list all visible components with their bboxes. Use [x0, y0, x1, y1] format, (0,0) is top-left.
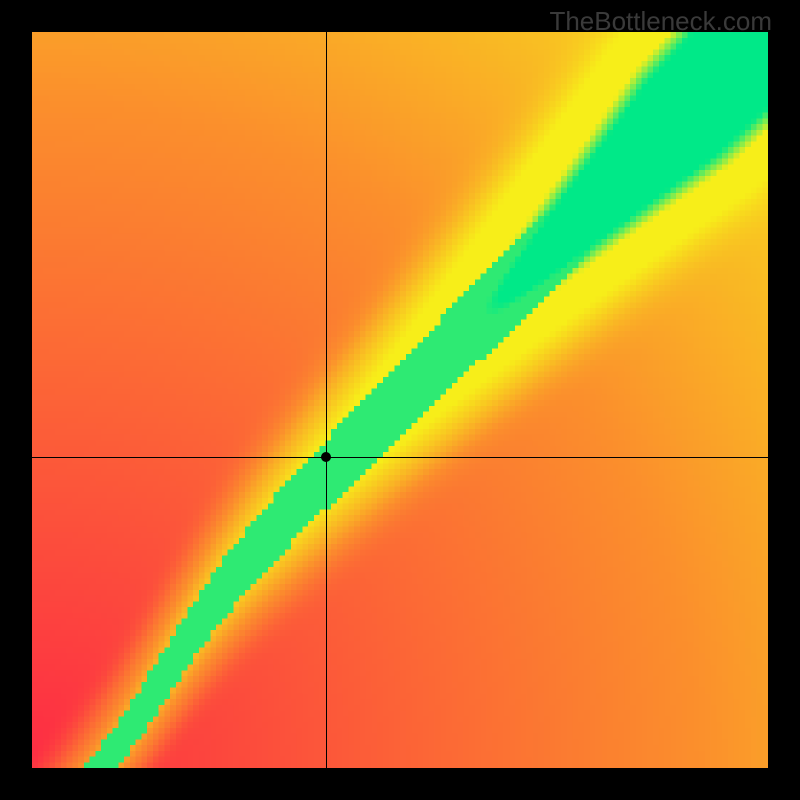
crosshair-dot — [321, 452, 331, 462]
crosshair-vertical — [326, 32, 327, 768]
heatmap-canvas — [32, 32, 768, 768]
heatmap-plot — [32, 32, 768, 768]
watermark-text: TheBottleneck.com — [549, 6, 772, 37]
crosshair-horizontal — [32, 457, 768, 458]
